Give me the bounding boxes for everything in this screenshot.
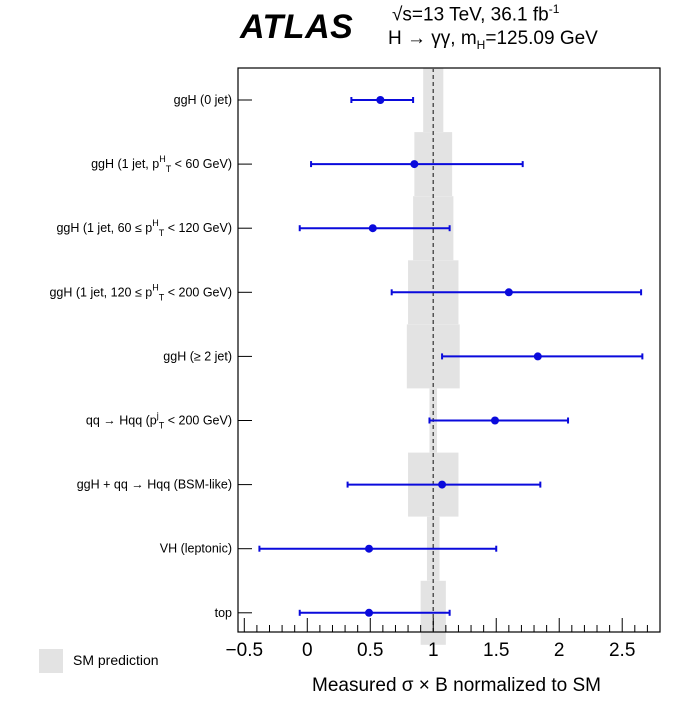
x-axis-label: Measured σ × B normalized to SM — [312, 675, 601, 696]
x-tick-label: −0.5 — [226, 640, 264, 661]
category-label: VH (leptonic) — [160, 542, 232, 556]
category-label: qq → Hqq (pjT < 200 GeV) — [86, 411, 232, 431]
x-tick-label: 2 — [554, 640, 565, 661]
category-label: ggH + qq → Hqq (BSM-like) — [77, 478, 232, 492]
data-point — [533, 352, 542, 361]
x-tick-label: 0 — [302, 640, 313, 661]
data-point — [365, 544, 374, 553]
atlas-logo: ATLAS — [240, 8, 354, 46]
data-point — [504, 288, 513, 297]
data-point — [376, 96, 385, 104]
energy-lumi-label: √s=13 TeV, 36.1 fb-1 — [392, 2, 559, 26]
energy-superscript: -1 — [548, 2, 560, 16]
category-label: ggH (1 jet, pHT < 60 GeV) — [91, 154, 232, 174]
legend-sm-label: SM prediction — [73, 652, 159, 668]
data-point — [410, 160, 419, 169]
data-point — [438, 480, 447, 489]
category-label: top — [215, 606, 232, 620]
category-label: ggH (≥ 2 jet) — [163, 349, 232, 363]
channel-subscript: H — [476, 37, 486, 52]
category-label: ggH (1 jet, 120 ≤ pHT < 200 GeV) — [49, 282, 232, 302]
energy-text: √s=13 TeV, 36.1 fb — [392, 4, 549, 26]
legend-sm-swatch — [39, 649, 63, 673]
data-point — [368, 224, 377, 233]
x-tick-label: 2.5 — [609, 640, 635, 661]
channel-suffix: =125.09 GeV — [485, 28, 598, 49]
channel-text: H → γγ, m — [388, 28, 477, 49]
x-tick-label: 1 — [428, 640, 439, 661]
category-label: ggH (0 jet) — [174, 93, 232, 107]
data-point — [365, 608, 374, 617]
x-tick-label: 1.5 — [483, 640, 509, 661]
data-point — [490, 416, 499, 425]
channel-label: H → γγ, mH=125.09 GeV — [388, 28, 598, 52]
category-label: ggH (1 jet, 60 ≤ pHT < 120 GeV) — [56, 218, 232, 238]
plot-frame — [237, 67, 661, 633]
x-tick-label: 0.5 — [357, 640, 383, 661]
